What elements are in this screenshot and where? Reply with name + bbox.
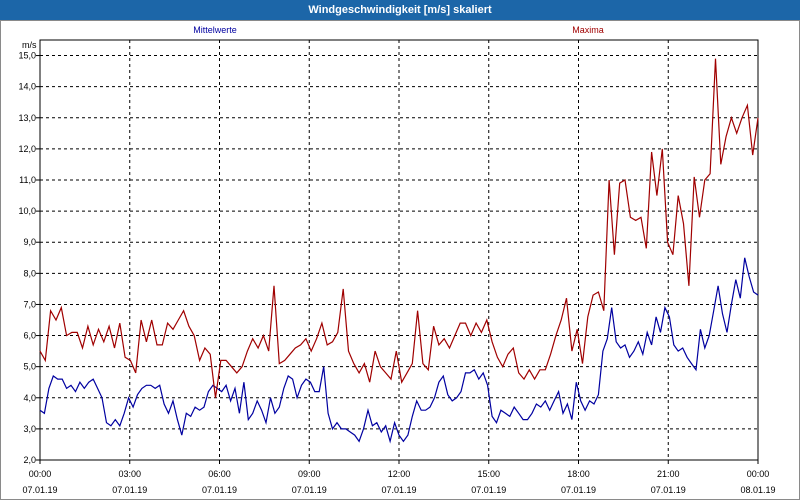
x-tick-date: 07.01.19 <box>112 485 147 495</box>
x-tick-date: 07.01.19 <box>651 485 686 495</box>
y-tick-label: 2,0 <box>23 455 36 465</box>
series-line-maxima <box>39 58 759 398</box>
x-tick-date: 07.01.19 <box>202 485 237 495</box>
x-tick-date: 08.01.19 <box>740 485 775 495</box>
x-tick-time: 00:00 <box>29 469 52 479</box>
legend-mittelwerte: Mittelwerte <box>193 25 237 35</box>
y-tick-label: 13,0 <box>18 113 36 123</box>
y-tick-label: 9,0 <box>23 237 36 247</box>
x-axis-ticks: 00:00 07.01.19 03:00 07.01.19 06:00 07.01.19 0… <box>22 460 776 495</box>
y-tick-label: 5,0 <box>23 362 36 372</box>
y-axis-label: m/s <box>22 40 37 50</box>
y-tick-label: 14,0 <box>18 82 36 92</box>
y-tick-label: 15,0 <box>18 51 36 61</box>
x-tick-time: 12:00 <box>388 469 411 479</box>
y-tick-label: 8,0 <box>23 268 36 278</box>
y-axis-ticks: 2,0 3,0 4,0 5,0 6,0 7,0 8,0 9,0 10,0 11,0 12,0 13,0… <box>18 51 40 465</box>
x-tick-date: 07.01.19 <box>561 485 596 495</box>
x-tick-date: 07.01.19 <box>22 485 57 495</box>
data-series <box>39 58 759 444</box>
y-tick-label: 7,0 <box>23 299 36 309</box>
legend-maxima: Maxima <box>572 25 604 35</box>
x-tick-time: 09:00 <box>298 469 321 479</box>
x-tick-time: 00:00 <box>747 469 770 479</box>
y-tick-label: 10,0 <box>18 206 36 216</box>
y-tick-label: 3,0 <box>23 424 36 434</box>
x-tick-time: 21:00 <box>657 469 680 479</box>
x-tick-date: 07.01.19 <box>471 485 506 495</box>
x-tick-time: 18:00 <box>567 469 590 479</box>
x-tick-date: 07.01.19 <box>292 485 327 495</box>
x-tick-time: 03:00 <box>118 469 141 479</box>
series-line-mittelwerte <box>39 257 759 444</box>
y-tick-label: 4,0 <box>23 393 36 403</box>
x-tick-time: 15:00 <box>477 469 500 479</box>
x-tick-date: 07.01.19 <box>381 485 416 495</box>
y-tick-label: 6,0 <box>23 331 36 341</box>
y-tick-label: 12,0 <box>18 144 36 154</box>
y-tick-label: 11,0 <box>19 175 36 185</box>
window-title: Windgeschwindigkeit [m/s] skaliert <box>0 0 800 20</box>
x-tick-time: 06:00 <box>208 469 231 479</box>
